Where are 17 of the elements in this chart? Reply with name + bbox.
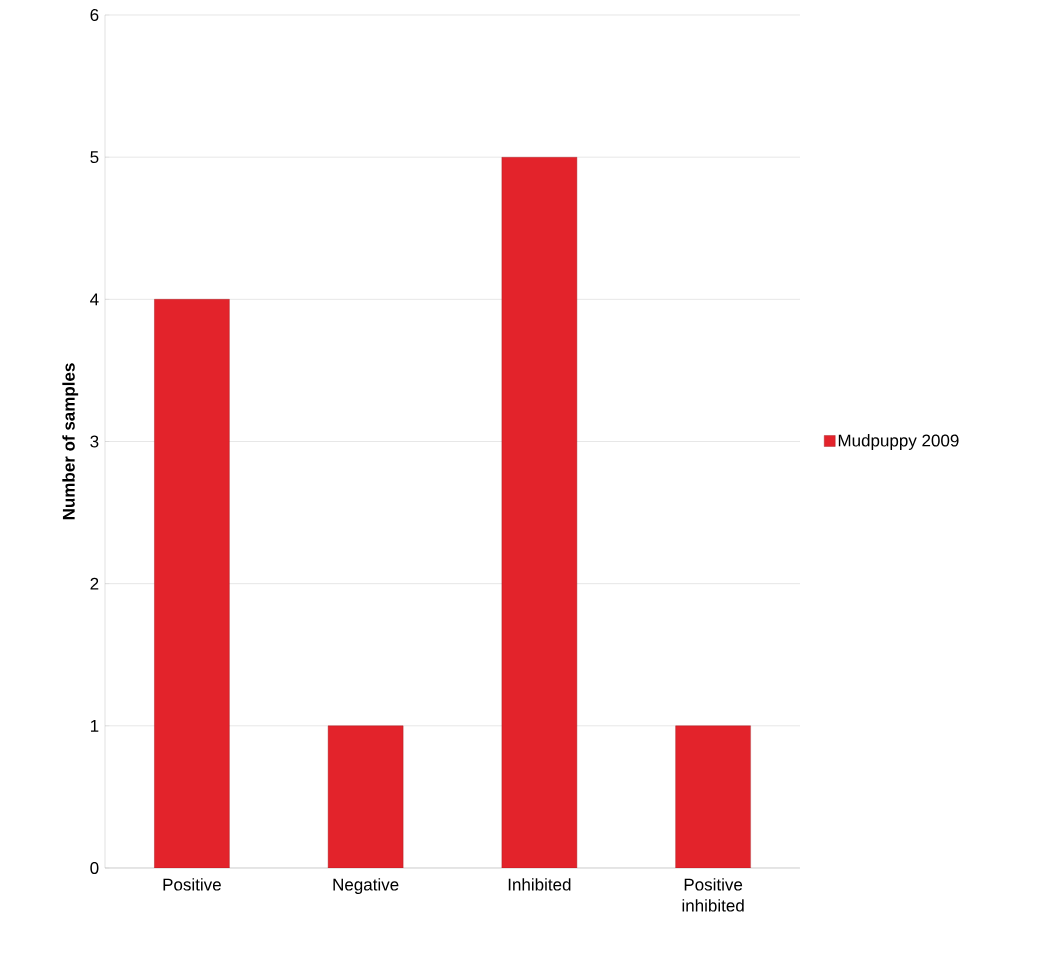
bar xyxy=(327,725,404,868)
y-tick-label: 4 xyxy=(90,293,99,306)
y-tick-label: 1 xyxy=(90,719,99,732)
y-axis-title: Number of samples xyxy=(62,363,79,520)
y-tick-label: 0 xyxy=(90,861,99,875)
bar xyxy=(501,156,578,868)
x-tick-label: Inhibited xyxy=(508,878,571,891)
y-tick-label: 2 xyxy=(90,577,99,590)
x-tick-label: Negative xyxy=(333,878,399,894)
x-tick-label: Positive inhibited xyxy=(682,878,744,912)
y-tick-label: 6 xyxy=(90,8,99,22)
x-tick-label: Positive xyxy=(163,878,221,891)
y-tick-label: 3 xyxy=(90,435,99,448)
legend-label: Mudpuppy 2009 xyxy=(838,434,959,450)
y-tick-label: 5 xyxy=(90,151,99,164)
bar xyxy=(675,725,751,868)
bar xyxy=(154,299,230,868)
